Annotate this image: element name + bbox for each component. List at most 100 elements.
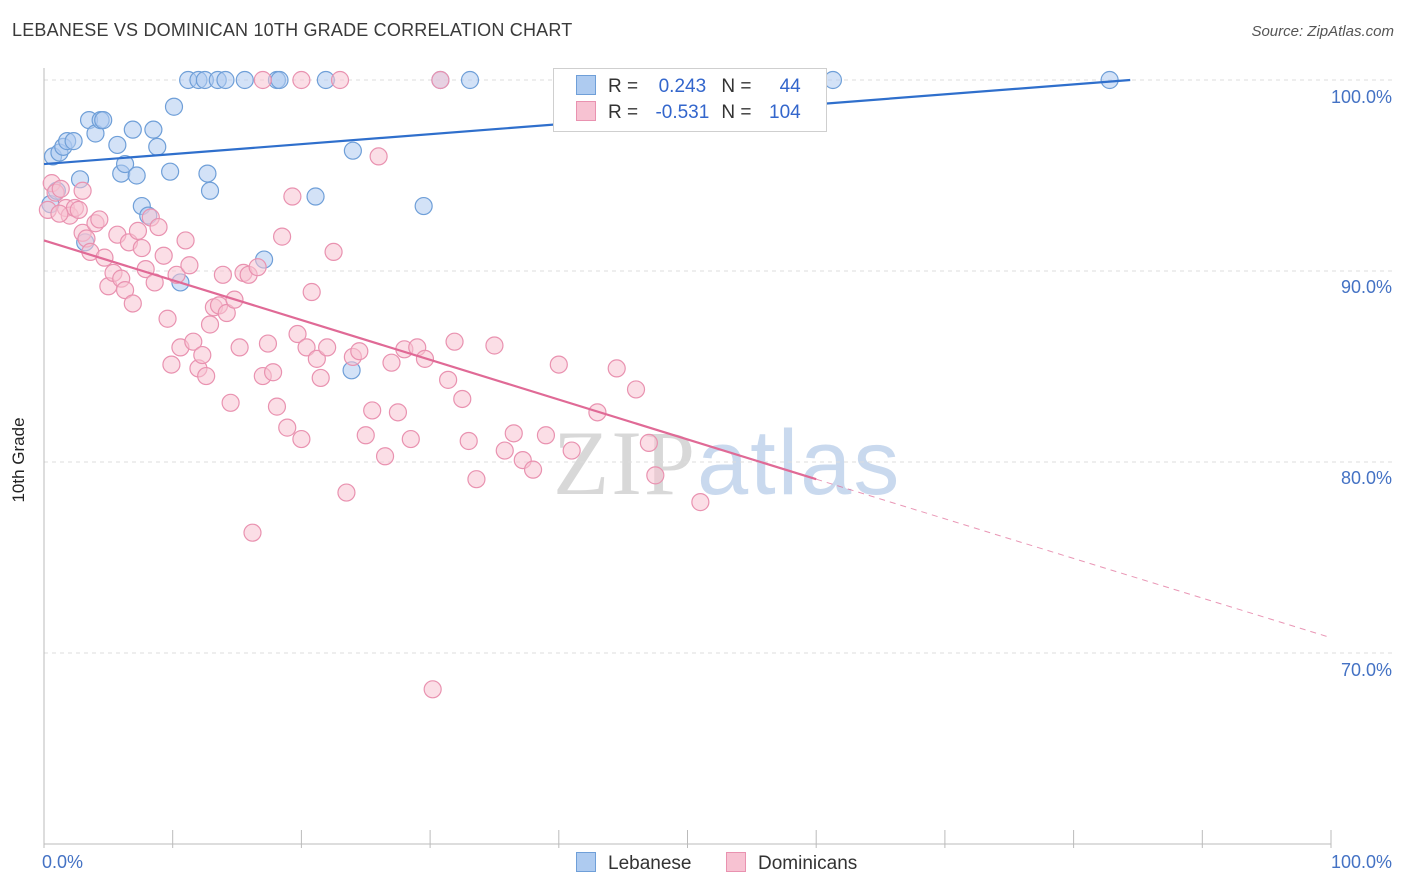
dominican-point <box>445 332 464 351</box>
y-tick-label-70: 70.0% <box>1340 660 1392 680</box>
dominican-n-value: 104 <box>769 102 801 123</box>
dominican-point <box>180 256 199 275</box>
dominican-legend-swatch <box>726 852 746 872</box>
lebanese-r-value: 0.243 <box>658 76 707 97</box>
x-tick-label-max: 100.0% <box>1330 852 1392 872</box>
lebanese-point <box>414 196 433 216</box>
dominican-point <box>453 389 472 409</box>
dominican-point <box>318 338 337 357</box>
dominican-point <box>176 231 195 250</box>
dominican-point <box>459 431 478 451</box>
dominican-point <box>485 336 504 355</box>
dominican-point <box>283 187 302 206</box>
dominican-point <box>73 181 92 200</box>
lebanese-point <box>144 120 163 139</box>
legend-item-lebanese[interactable]: Lebanese <box>576 852 691 875</box>
lebanese-point <box>1100 70 1119 90</box>
dominican-point <box>330 70 350 90</box>
dominican-point <box>221 393 240 412</box>
dominican-point <box>369 147 388 166</box>
lebanese-point <box>270 70 289 90</box>
dominican-point <box>258 334 278 353</box>
dominican-legend-label: Dominicans <box>758 853 858 874</box>
dominican-point <box>50 204 69 223</box>
dominican-point <box>297 338 316 357</box>
lebanese-point <box>123 120 142 139</box>
dominican-point <box>128 221 148 240</box>
dominican-point <box>549 355 568 374</box>
dominican-point <box>248 258 267 277</box>
x-tick-label-min: 0.0% <box>42 852 84 872</box>
dominican-point <box>217 303 236 323</box>
lebanese-point <box>216 70 235 90</box>
source-label: Source: ZipAtlas.com <box>1251 23 1394 40</box>
y-axis-label: 10th Grade <box>9 417 28 503</box>
lebanese-point <box>460 70 480 90</box>
dominican-r-value: -0.531 <box>655 102 710 123</box>
dominican-point <box>132 238 151 258</box>
lebanese-point <box>64 132 83 151</box>
dominican-point <box>639 433 658 452</box>
lebanese-r-label: R = <box>608 76 644 97</box>
dominican-point <box>302 282 321 302</box>
dominican-point <box>90 210 109 229</box>
legend-item-dominicans[interactable]: Dominicans <box>726 852 857 875</box>
legend-row-dominican: R = -0.531 N = 104 <box>576 101 801 125</box>
dominican-point <box>149 217 168 237</box>
dominican-point <box>51 179 70 198</box>
lebanese-point <box>127 166 146 185</box>
lebanese-point <box>198 164 217 183</box>
y-tick-label-80: 80.0% <box>1340 468 1392 488</box>
dominican-point <box>504 424 523 443</box>
chart-title: LEBANESE VS DOMINICAN 10TH GRADE CORRELA… <box>12 20 573 40</box>
dominican-point <box>278 418 297 437</box>
watermark-atlas: atlas <box>697 412 902 514</box>
lebanese-n-value: 44 <box>779 76 801 97</box>
lebanese-swatch <box>576 75 596 95</box>
dominican-point <box>388 403 408 422</box>
stats-legend: R = 0.243 N = 44 R = -0.531 N = 104 <box>553 68 827 132</box>
dominican-point <box>439 370 458 389</box>
dominican-point <box>230 338 249 357</box>
dominican-point <box>562 441 581 460</box>
legend-row-lebanese: R = 0.243 N = 44 <box>576 75 801 99</box>
lebanese-point <box>200 181 220 200</box>
lebanese-point <box>94 111 113 130</box>
dominican-point <box>646 466 665 485</box>
dominican-point <box>288 324 307 344</box>
lebanese-legend-label: Lebanese <box>608 853 692 874</box>
dominican-point <box>197 366 216 386</box>
dominican-point <box>626 380 646 399</box>
lebanese-n-label: N = <box>721 76 757 97</box>
dominican-point <box>324 242 343 261</box>
dominican-point <box>337 483 356 502</box>
dominican-point <box>356 426 375 445</box>
dominican-n-label: N = <box>721 102 757 123</box>
dominican-point <box>375 447 395 466</box>
dominican-point <box>423 680 442 699</box>
dominican-point <box>691 493 710 512</box>
y-tick-label-100: 100.0% <box>1330 87 1392 107</box>
lebanese-point <box>108 135 127 155</box>
dominican-point <box>193 345 212 365</box>
dominican-point <box>307 349 326 368</box>
dominican-point <box>115 281 135 300</box>
dominican-point <box>158 309 177 328</box>
dominican-point <box>431 70 450 90</box>
dominican-point <box>607 359 626 378</box>
lebanese-legend-swatch <box>576 852 596 872</box>
dominican-trend-line <box>43 239 817 481</box>
dominican-point <box>123 294 142 313</box>
dominican-point <box>213 265 232 284</box>
dominican-point <box>523 460 543 479</box>
dominican-point <box>363 401 382 420</box>
y-tick-label-90: 90.0% <box>1340 277 1392 297</box>
zipatlas-watermark: ZIPatlas <box>553 410 901 516</box>
dominican-point <box>536 426 556 445</box>
watermark-zip: ZIP <box>553 412 697 514</box>
dominican-point <box>162 355 181 374</box>
dominican-point <box>69 200 88 219</box>
dominican-point <box>154 246 173 265</box>
dominican-point <box>401 429 420 449</box>
